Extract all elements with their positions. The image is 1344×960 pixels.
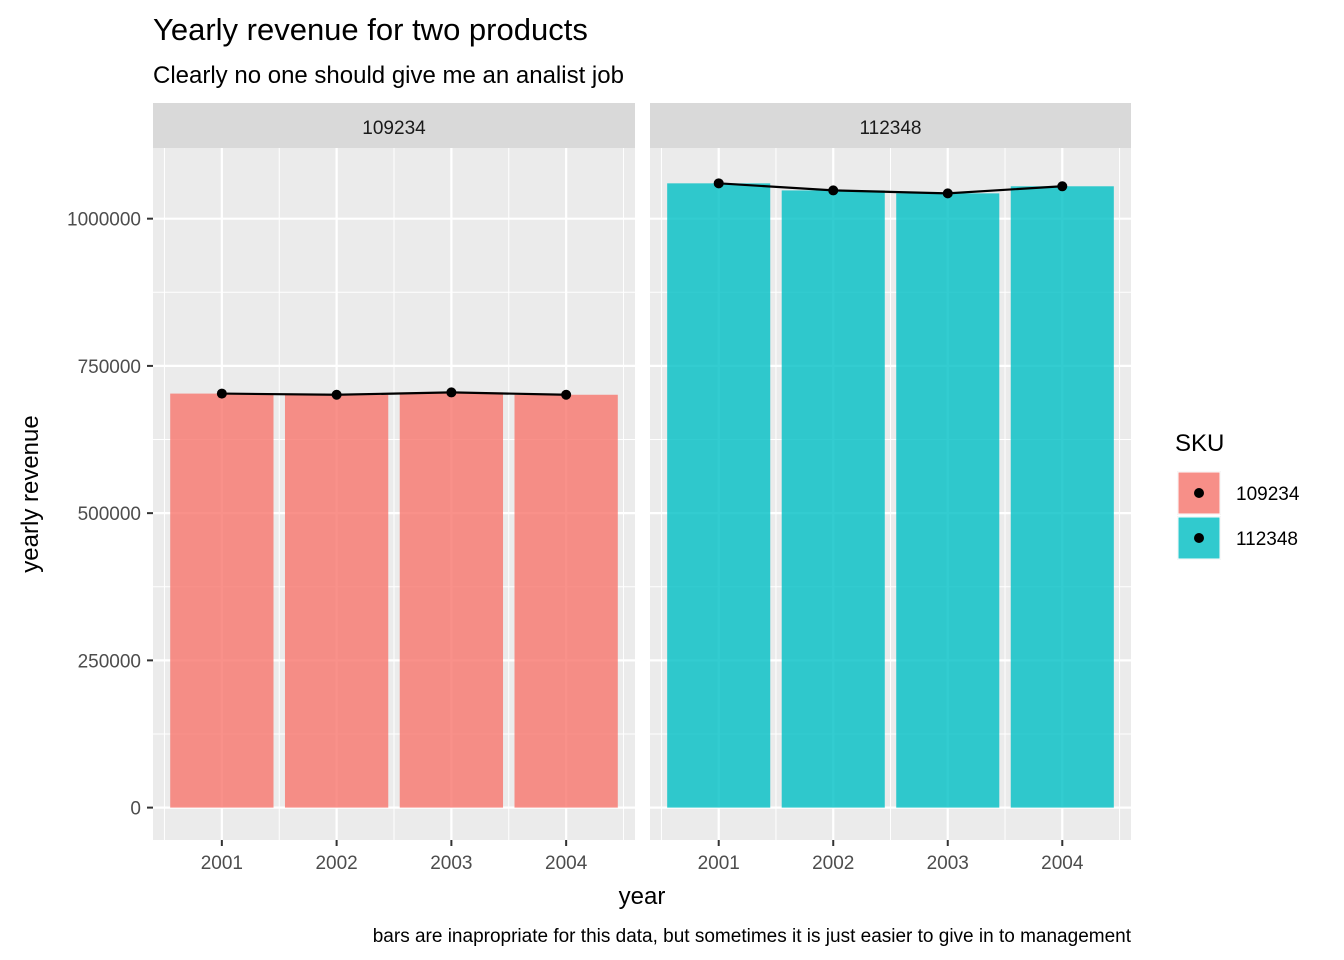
legend-title: SKU bbox=[1175, 430, 1224, 457]
y-tick-label: 500000 bbox=[78, 504, 141, 525]
data-point-109234-2003 bbox=[446, 387, 457, 398]
data-point-109234-2001 bbox=[216, 388, 227, 399]
x-tick-label: 2003 bbox=[927, 853, 969, 874]
x-tick-label: 2001 bbox=[201, 853, 243, 874]
x-tick-label: 2001 bbox=[698, 853, 740, 874]
series-line-112348 bbox=[718, 182, 1063, 195]
data-point-112348-2003 bbox=[942, 188, 953, 199]
data-point-109234-2004 bbox=[561, 389, 572, 400]
facet-strip bbox=[153, 103, 635, 148]
plot-area: 109234 2001 2002 2003 2004 112348 2001 2002 2003… bbox=[67, 103, 1131, 874]
bar-112348-2003 bbox=[896, 193, 1000, 808]
y-axis-title: yearly revenue bbox=[17, 415, 44, 572]
legend-key-point bbox=[1194, 533, 1204, 543]
legend-key-point bbox=[1194, 488, 1204, 498]
facet-panel-112348: 112348 2001 2002 2003 2004 bbox=[650, 103, 1131, 874]
legend-key-swatch bbox=[1177, 471, 1221, 515]
y-tick-label: 0 bbox=[130, 799, 141, 820]
bar-109234-2004 bbox=[514, 394, 618, 808]
chart-caption: bars are inapropriate for this data, but… bbox=[373, 926, 1132, 947]
facet-strip bbox=[650, 103, 1131, 148]
bar-112348-2002 bbox=[781, 190, 885, 808]
y-tick-label: 1000000 bbox=[67, 210, 141, 231]
bar-109234-2003 bbox=[399, 392, 504, 808]
legend-label: 109234 bbox=[1236, 484, 1300, 505]
series-line-109234 bbox=[221, 391, 567, 396]
y-axis: 0 250000 500000 750000 1000000 bbox=[67, 210, 153, 820]
x-tick-label: 2004 bbox=[545, 853, 588, 874]
legend-item-109234: 109234 bbox=[1177, 471, 1300, 515]
chart-subtitle: Clearly no one should give me an analist… bbox=[153, 62, 624, 89]
data-point-112348-2004 bbox=[1057, 181, 1068, 192]
facet-strip-label: 109234 bbox=[362, 118, 426, 139]
data-point-112348-2001 bbox=[713, 178, 724, 189]
legend-item-112348: 112348 bbox=[1177, 516, 1298, 560]
data-point-109234-2002 bbox=[331, 389, 342, 400]
x-tick-label: 2002 bbox=[812, 853, 854, 874]
x-tick-label: 2003 bbox=[430, 853, 472, 874]
x-tick-label: 2004 bbox=[1041, 853, 1084, 874]
bar-112348-2001 bbox=[667, 183, 771, 808]
facet-strip-label: 112348 bbox=[860, 118, 922, 139]
bar-109234-2001 bbox=[170, 393, 274, 808]
bar-112348-2004 bbox=[1010, 186, 1114, 808]
legend: SKU 109234 112348 bbox=[1175, 430, 1300, 560]
x-axis-title: year bbox=[619, 883, 666, 910]
bar-109234-2002 bbox=[284, 394, 389, 808]
data-point-112348-2002 bbox=[828, 185, 839, 196]
y-tick-label: 750000 bbox=[78, 357, 141, 378]
chart-title: Yearly revenue for two products bbox=[153, 12, 588, 47]
facet-panel-109234: 109234 2001 2002 2003 2004 bbox=[153, 103, 635, 874]
legend-label: 112348 bbox=[1236, 529, 1298, 550]
y-tick-label: 250000 bbox=[78, 651, 141, 672]
x-tick-label: 2002 bbox=[315, 853, 357, 874]
